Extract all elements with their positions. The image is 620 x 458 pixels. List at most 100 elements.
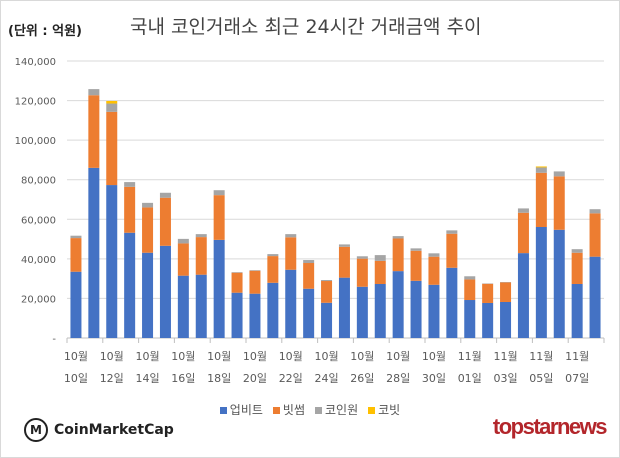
bar-segment-coinone	[195, 234, 207, 238]
bar-segment-upbit	[374, 283, 386, 338]
legend-label: 코빗	[378, 403, 401, 417]
bar-segment-coinone	[249, 270, 261, 271]
bar-segment-upbit	[106, 185, 118, 338]
y-tick-label: 100,000	[15, 136, 56, 147]
legend: 업비트 빗썸 코인원 코빗	[0, 401, 620, 418]
coinmarketcap-text: CoinMarketCap	[54, 422, 174, 438]
bar-segment-coinone	[553, 171, 565, 177]
bar-segment-coinone	[374, 255, 386, 261]
bar-segment-korbit	[535, 166, 547, 168]
bar-segment-bithumb	[446, 233, 458, 268]
bar-segment-upbit	[303, 288, 315, 338]
bar-segment-upbit	[571, 283, 583, 338]
bar-segment-upbit	[249, 293, 261, 338]
bar-segment-coinone	[321, 280, 333, 282]
x-tick-label: 20일	[243, 371, 267, 385]
x-tick-label: 16일	[171, 371, 195, 385]
stacked-bar-chart: - 20,000 40,000 60,000 80,000 100,000 120,000 1…	[15, 57, 605, 385]
bar-segment-bithumb	[517, 212, 529, 254]
bar-segment-bithumb	[231, 272, 243, 293]
x-tick-label: 11월	[529, 350, 553, 363]
x-tick-label: 10월	[386, 350, 410, 363]
legend-item: 빗썸	[272, 403, 305, 417]
unit-label: (단위 : 억원)	[8, 24, 82, 39]
bar-segment-upbit	[267, 282, 279, 338]
y-tick-label: -	[52, 334, 56, 345]
coinmarketcap-icon: M	[24, 418, 48, 442]
x-tick-label: 11월	[565, 350, 589, 363]
x-tick-label: 24일	[314, 371, 338, 385]
bar-segment-bithumb	[482, 283, 494, 303]
bar-segment-bithumb	[338, 246, 350, 278]
x-tick-label: 10월	[135, 350, 159, 363]
bar-segment-coinone	[571, 249, 583, 253]
bar-segment-bithumb	[374, 260, 386, 284]
x-tick-label: 11월	[493, 350, 517, 363]
coinmarketcap-logo: M CoinMarketCap	[24, 418, 174, 442]
bar-segment-upbit	[142, 252, 154, 338]
bar-segment-coinone	[517, 208, 529, 213]
bar-segment-bithumb	[553, 176, 565, 230]
x-tick-label: 10월	[207, 350, 231, 363]
bar-segment-bithumb	[535, 172, 547, 228]
legend-swatch	[315, 407, 322, 414]
x-tick-label: 18일	[207, 371, 231, 385]
bar-segment-bithumb	[500, 282, 512, 302]
topstarnews-logo: topstarnews	[492, 414, 608, 439]
bar-segment-bithumb	[213, 195, 225, 240]
bar-segment-bithumb	[464, 279, 476, 301]
bar-segment-coinone	[446, 230, 458, 234]
y-tick-label: 40,000	[21, 255, 56, 266]
y-tick-label: 80,000	[21, 176, 56, 187]
bar-segment-coinone	[535, 167, 547, 173]
x-tick-label: 10월	[100, 350, 124, 363]
bar-segment-upbit	[159, 245, 171, 338]
bar-segment-coinone	[70, 235, 82, 239]
bar-segment-coinone	[124, 182, 136, 187]
bar-segment-upbit	[70, 271, 82, 338]
bar-segment-upbit	[392, 271, 404, 338]
bar-segment-bithumb	[124, 186, 136, 233]
x-tick-label: 10월	[171, 350, 195, 363]
x-tick-label: 12일	[100, 371, 124, 385]
x-tick-label: 10월	[243, 350, 267, 363]
bar-segment-upbit	[195, 274, 207, 338]
bar-segment-coinone	[589, 209, 601, 214]
bar-segment-coinone	[392, 236, 404, 239]
bar-segment-bithumb	[267, 256, 279, 283]
bar-segment-upbit	[338, 277, 350, 338]
chart-title: 국내 코인거래소 최근 24시간 거래금액 추이	[130, 16, 482, 38]
bar-segment-upbit	[446, 267, 458, 338]
bar-segment-coinone	[285, 234, 297, 238]
legend-label: 업비트	[229, 403, 263, 417]
legend-item: 코인원	[315, 403, 358, 417]
x-tick-label: 14일	[135, 371, 159, 385]
bar-segment-coinone	[88, 89, 100, 96]
bar-segment-upbit	[356, 286, 368, 338]
bar-segment-coinone	[356, 256, 368, 259]
bar-segment-bithumb	[321, 281, 333, 303]
bar-segment-upbit	[535, 227, 547, 338]
bar-segment-korbit	[106, 100, 118, 104]
bar-segment-coinone	[231, 272, 243, 273]
legend-label: 코인원	[325, 403, 359, 417]
bar-segment-bithumb	[428, 256, 440, 285]
x-tick-label: 01일	[458, 371, 482, 385]
bar-segment-upbit	[553, 229, 565, 338]
bar-segment-upbit	[482, 302, 494, 338]
bar-segment-coinone	[428, 253, 440, 257]
bar-segment-bithumb	[195, 237, 207, 275]
bar-segment-coinone	[213, 190, 225, 196]
bar-segment-bithumb	[177, 243, 189, 276]
bar-segment-bithumb	[571, 252, 583, 284]
bar-segment-coinone	[106, 103, 118, 112]
bar-segment-coinone	[338, 244, 350, 247]
x-tick-label: 26일	[350, 371, 374, 385]
legend-label: 빗썸	[282, 403, 305, 417]
x-tick-label: 10월	[279, 350, 303, 363]
x-tick-label: 10월	[64, 350, 88, 363]
bar-segment-bithumb	[356, 258, 368, 287]
x-tick-label: 03일	[493, 371, 517, 385]
bar-segment-upbit	[410, 280, 422, 338]
bar-segment-upbit	[231, 292, 243, 338]
